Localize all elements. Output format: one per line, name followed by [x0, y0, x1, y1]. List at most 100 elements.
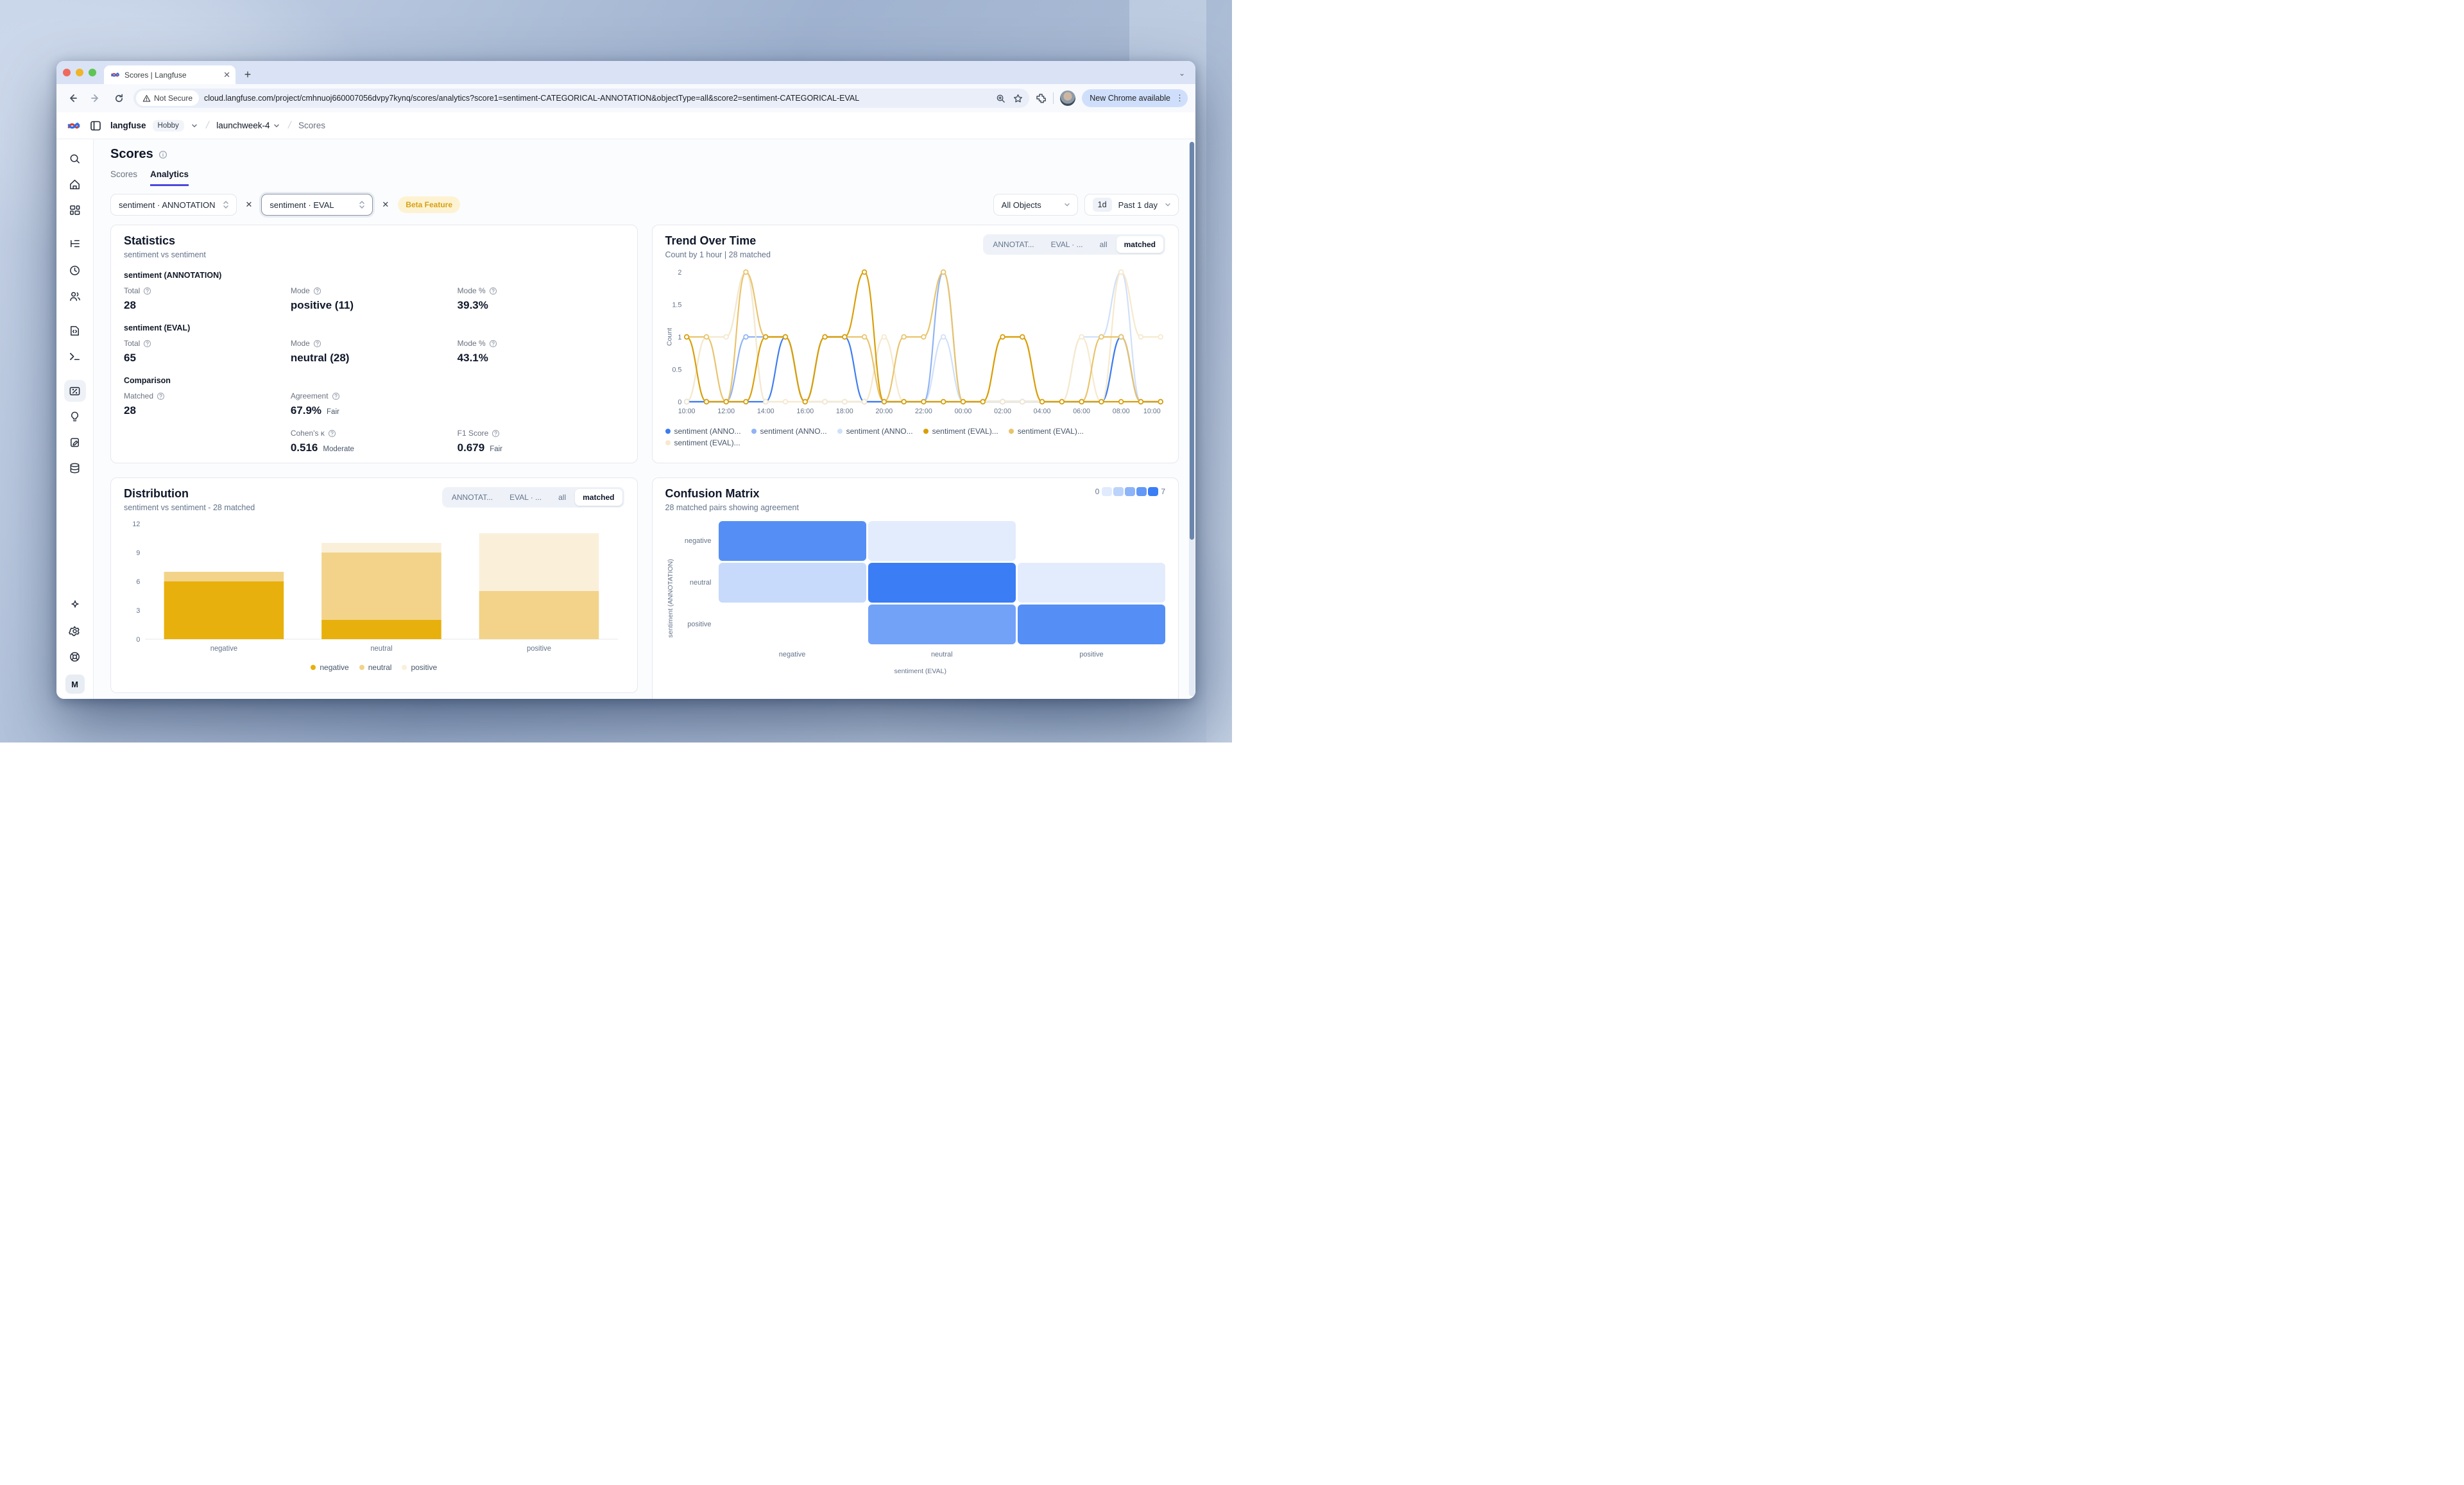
- sidebar-item-support[interactable]: [64, 646, 86, 667]
- legend-label: sentiment (EVAL)...: [674, 438, 740, 447]
- scale-max-label: 7: [1161, 487, 1165, 496]
- maximize-window-button[interactable]: [89, 69, 96, 76]
- tab-analytics[interactable]: Analytics: [150, 169, 189, 186]
- scale-swatch: [1102, 487, 1113, 496]
- warning-triangle-icon: [142, 94, 151, 102]
- stat-value: 43.1%: [457, 352, 488, 364]
- help-circle-icon[interactable]: [313, 339, 321, 348]
- stat-qualifier: Fair: [327, 408, 339, 416]
- legend-item[interactable]: negative: [311, 663, 349, 672]
- matrix-cell-negative-neutral[interactable]: [868, 521, 1016, 561]
- browser-menu-kebab-icon[interactable]: ⋮: [1176, 93, 1184, 103]
- matrix-cell-neutral-neutral[interactable]: [868, 563, 1016, 603]
- legend-item[interactable]: sentiment (EVAL)...: [923, 427, 998, 436]
- user-avatar[interactable]: M: [65, 674, 85, 694]
- legend-item[interactable]: sentiment (ANNO...: [665, 427, 741, 436]
- back-button[interactable]: [64, 90, 81, 107]
- help-circle-icon[interactable]: [328, 429, 336, 438]
- address-bar[interactable]: Not Secure cloud.langfuse.com/project/cm…: [133, 89, 1030, 108]
- help-circle-icon[interactable]: [313, 287, 321, 295]
- legend-item[interactable]: positive: [402, 663, 437, 672]
- sidebar-item-ai-sparkle[interactable]: [64, 594, 86, 616]
- bookmark-star-icon[interactable]: [1013, 94, 1023, 103]
- sidebar-item-users[interactable]: [64, 285, 86, 307]
- zoom-page-icon[interactable]: [996, 94, 1005, 103]
- help-circle-icon[interactable]: [332, 392, 340, 400]
- sidebar-item-scores[interactable]: [64, 380, 86, 402]
- sidebar-item-home[interactable]: [64, 173, 86, 195]
- toggle-matched[interactable]: matched: [575, 489, 622, 506]
- breadcrumb-page[interactable]: Scores: [298, 121, 326, 130]
- org-chevron-down-icon[interactable]: [191, 122, 198, 130]
- matrix-cell-positive-negative[interactable]: [718, 605, 866, 644]
- stat-cell: Mode % 43.1%: [458, 339, 624, 365]
- sidebar-item-evaluators[interactable]: [64, 406, 86, 427]
- tab-search-chevron-icon[interactable]: ⌄: [1178, 69, 1186, 78]
- score1-select[interactable]: sentiment · ANNOTATION: [110, 194, 237, 216]
- remove-score2-button[interactable]: ✕: [382, 200, 389, 209]
- sidebar-item-datasets[interactable]: [64, 457, 86, 479]
- toggle-annotat[interactable]: ANNOTAT...: [993, 240, 1034, 249]
- browser-window: Scores | Langfuse ✕ + ⌄ Not Secure: [56, 61, 1195, 699]
- matrix-cell-positive-positive[interactable]: [1017, 605, 1166, 644]
- help-circle-icon[interactable]: [157, 392, 165, 400]
- toggle-matched[interactable]: matched: [1116, 236, 1163, 253]
- sidebar-item-playground[interactable]: [64, 345, 86, 367]
- toggle-eval[interactable]: EVAL · ...: [1050, 240, 1083, 249]
- toggle-all[interactable]: all: [1099, 240, 1108, 249]
- legend-item[interactable]: sentiment (ANNO...: [837, 427, 913, 436]
- object-type-select[interactable]: All Objects: [993, 194, 1078, 216]
- sidebar-item-sessions[interactable]: [64, 259, 86, 281]
- help-circle-icon[interactable]: [143, 287, 151, 295]
- score2-select[interactable]: sentiment · EVAL: [261, 194, 373, 216]
- help-circle-icon[interactable]: [143, 339, 151, 348]
- sidebar-item-settings[interactable]: [64, 620, 86, 642]
- sidebar-item-search[interactable]: [64, 148, 86, 169]
- toggle-annotat[interactable]: ANNOTAT...: [451, 493, 493, 502]
- matrix-cell-negative-positive[interactable]: [1017, 521, 1166, 561]
- matrix-cell-positive-neutral[interactable]: [868, 605, 1016, 644]
- matrix-cell-neutral-negative[interactable]: [718, 563, 866, 603]
- chrome-update-button[interactable]: New Chrome available ⋮: [1082, 89, 1188, 107]
- scrollbar-thumb[interactable]: [1190, 142, 1194, 540]
- help-circle-icon[interactable]: [489, 287, 497, 295]
- help-circle-icon[interactable]: [492, 429, 500, 438]
- browser-profile-avatar[interactable]: [1060, 90, 1076, 106]
- legend-item[interactable]: sentiment (ANNO...: [751, 427, 827, 436]
- breadcrumb-org[interactable]: langfuse: [110, 121, 146, 130]
- new-tab-button[interactable]: +: [244, 67, 252, 81]
- info-icon[interactable]: [158, 150, 167, 159]
- reload-button[interactable]: [110, 90, 127, 107]
- url-text[interactable]: cloud.langfuse.com/project/cmhnuoj660007…: [204, 94, 860, 103]
- matrix-cell-neutral-positive[interactable]: [1017, 563, 1166, 603]
- sidebar-item-dashboards[interactable]: [64, 199, 86, 221]
- window-controls[interactable]: [63, 61, 96, 84]
- page-scrollbar[interactable]: [1189, 142, 1195, 696]
- sidebar-item-annotation[interactable]: [64, 431, 86, 453]
- sidebar-toggle-icon[interactable]: [87, 117, 104, 134]
- legend-item[interactable]: sentiment (EVAL)...: [1008, 427, 1084, 436]
- plan-badge[interactable]: Hobby: [152, 119, 184, 132]
- help-circle-icon[interactable]: [489, 339, 497, 348]
- extensions-puzzle-icon[interactable]: [1036, 93, 1047, 104]
- stat-label: Cohen's κ: [291, 429, 458, 438]
- toggle-eval[interactable]: EVAL · ...: [509, 493, 542, 502]
- sidebar-item-prompts[interactable]: [64, 320, 86, 341]
- tab-scores[interactable]: Scores: [110, 169, 138, 179]
- legend-dot: [837, 429, 843, 434]
- distribution-subtitle: sentiment vs sentiment - 28 matched: [124, 503, 255, 512]
- browser-tab[interactable]: Scores | Langfuse ✕: [104, 65, 235, 84]
- legend-item[interactable]: sentiment (EVAL)...: [665, 438, 740, 447]
- close-window-button[interactable]: [63, 69, 71, 76]
- project-chevron-down-icon[interactable]: [273, 122, 280, 130]
- legend-item[interactable]: neutral: [359, 663, 391, 672]
- remove-score1-button[interactable]: ✕: [245, 200, 253, 209]
- minimize-window-button[interactable]: [76, 69, 83, 76]
- tab-close-icon[interactable]: ✕: [223, 69, 230, 80]
- time-range-select[interactable]: 1d Past 1 day: [1084, 194, 1179, 216]
- breadcrumb-project[interactable]: launchweek-4: [216, 121, 280, 130]
- not-secure-badge[interactable]: Not Secure: [136, 90, 200, 106]
- sidebar-item-tracing[interactable]: [64, 234, 86, 255]
- toggle-all[interactable]: all: [558, 493, 567, 502]
- matrix-cell-negative-negative[interactable]: [718, 521, 866, 561]
